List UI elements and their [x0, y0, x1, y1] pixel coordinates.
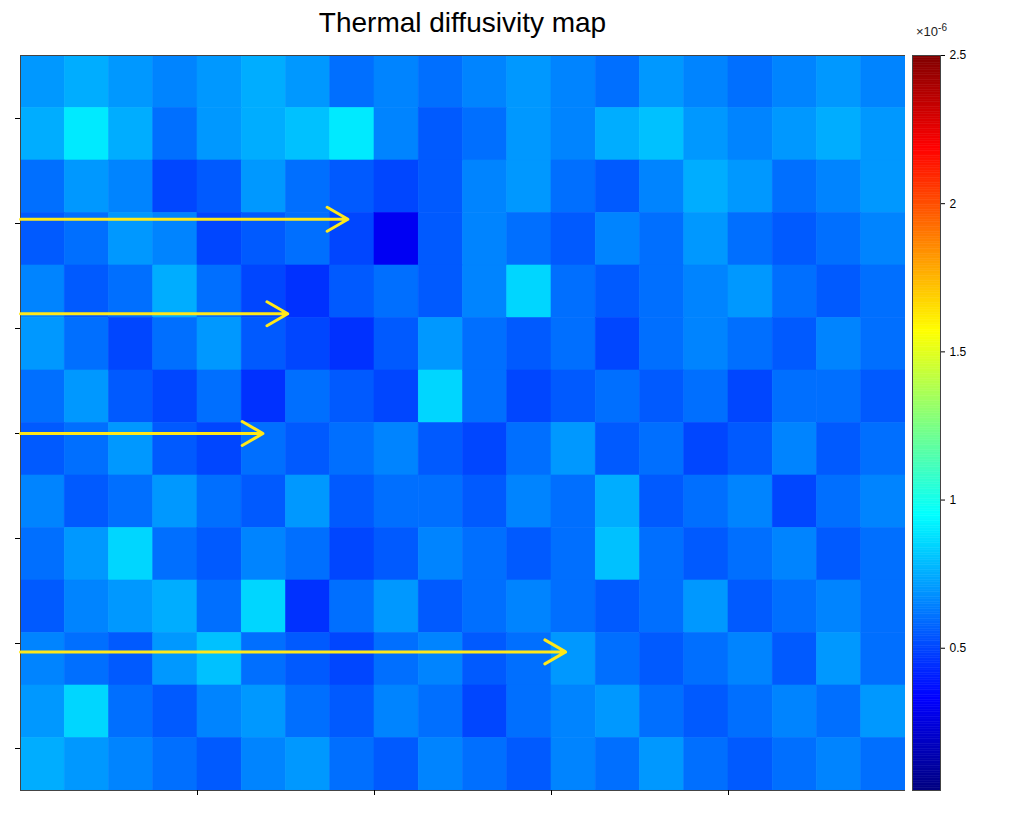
svg-text:1.5: 1.5 — [950, 345, 967, 359]
html-text:×10-6: ×10-6 — [916, 22, 947, 40]
svg-text:1: 1 — [950, 493, 957, 507]
html-text:Thermal diffusivity map: Thermal diffusivity map — [318, 7, 607, 38]
svg-text:2: 2 — [950, 197, 957, 211]
svg-text:2.5: 2.5 — [950, 48, 967, 62]
svg-text:0.5: 0.5 — [950, 641, 967, 655]
